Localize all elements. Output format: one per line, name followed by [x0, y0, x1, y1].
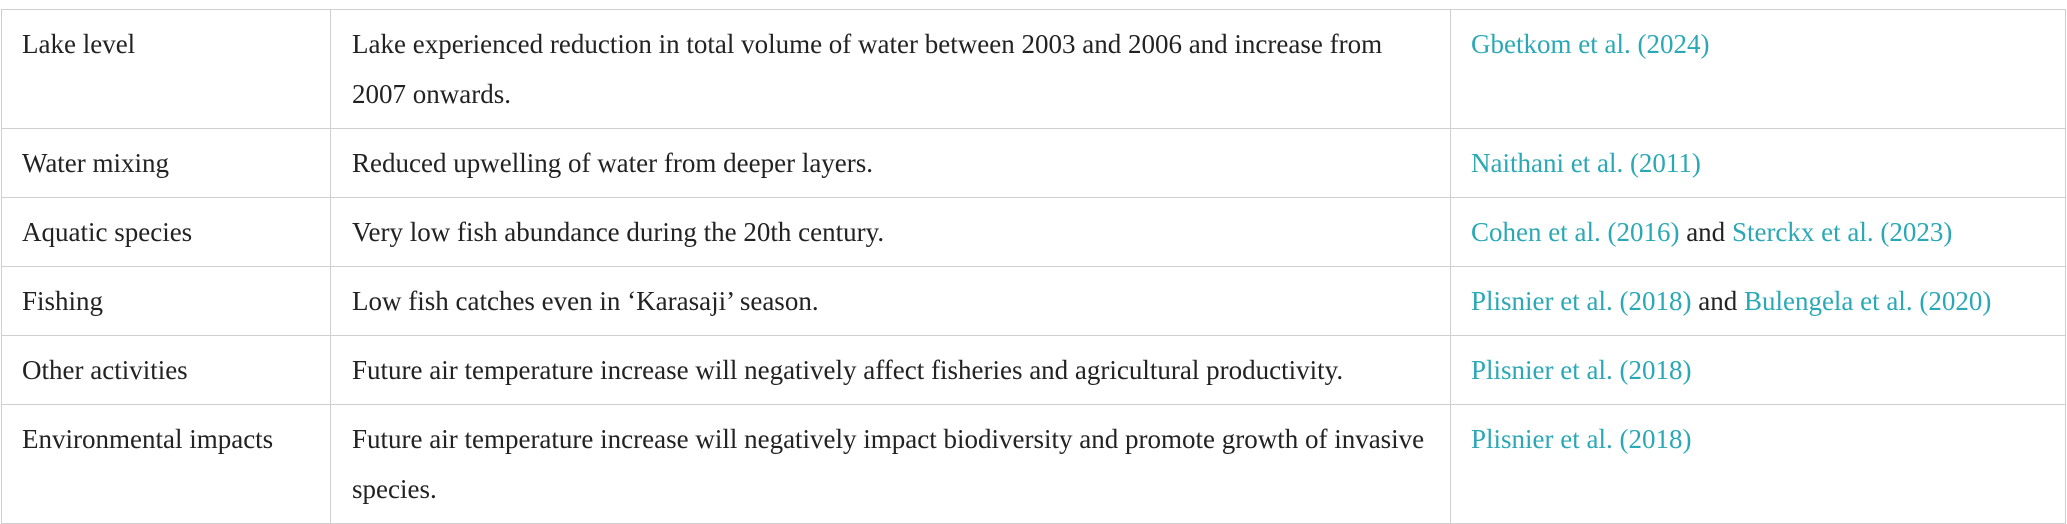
citation-link[interactable]: Cohen et al. (2016)	[1471, 217, 1680, 247]
finding-cell: Lake experienced reduction in total volu…	[330, 9, 1451, 129]
finding-cell: Future air temperature increase will neg…	[330, 404, 1451, 524]
reference-cell: Plisnier et al. (2018)	[1450, 404, 2066, 524]
topic-cell: Environmental impacts	[1, 404, 331, 524]
topic-cell: Lake level	[1, 9, 331, 129]
table-row: Lake level Lake experienced reduction in…	[1, 9, 2066, 129]
finding-cell: Future air temperature increase will neg…	[330, 335, 1451, 405]
climate-impacts-table: Lake level Lake experienced reduction in…	[1, 9, 2066, 524]
citation-link[interactable]: Sterckx et al. (2023)	[1731, 217, 1953, 247]
reference-cell: Gbetkom et al. (2024)	[1450, 9, 2066, 129]
conjunction-text: and	[1698, 286, 1738, 316]
finding-cell: Very low fish abundance during the 20th …	[330, 197, 1451, 267]
table-row: Aquatic species Very low fish abundance …	[1, 197, 2066, 267]
citation-link[interactable]: Bulengela et al. (2020)	[1743, 286, 1992, 316]
reference-cell: Cohen et al. (2016) and Sterckx et al. (…	[1450, 197, 2066, 267]
topic-cell: Fishing	[1, 266, 331, 336]
citation-link[interactable]: Plisnier et al. (2018)	[1471, 424, 1692, 454]
topic-cell: Water mixing	[1, 128, 331, 198]
reference-cell: Naithani et al. (2011)	[1450, 128, 2066, 198]
topic-cell: Other activities	[1, 335, 331, 405]
conjunction-text: and	[1686, 217, 1726, 247]
table-row: Water mixing Reduced upwelling of water …	[1, 128, 2066, 198]
citation-link[interactable]: Gbetkom et al. (2024)	[1471, 29, 1710, 59]
table-row: Other activities Future air temperature …	[1, 335, 2066, 405]
citation-link[interactable]: Plisnier et al. (2018)	[1471, 355, 1692, 385]
table-row: Environmental impacts Future air tempera…	[1, 404, 2066, 524]
topic-cell: Aquatic species	[1, 197, 331, 267]
finding-cell: Reduced upwelling of water from deeper l…	[330, 128, 1451, 198]
citation-link[interactable]: Naithani et al. (2011)	[1471, 148, 1701, 178]
citation-link[interactable]: Plisnier et al. (2018)	[1471, 286, 1692, 316]
table-row: Fishing Low fish catches even in ‘Karasa…	[1, 266, 2066, 336]
reference-cell: Plisnier et al. (2018) and Bulengela et …	[1450, 266, 2066, 336]
finding-cell: Low fish catches even in ‘Karasaji’ seas…	[330, 266, 1451, 336]
reference-cell: Plisnier et al. (2018)	[1450, 335, 2066, 405]
